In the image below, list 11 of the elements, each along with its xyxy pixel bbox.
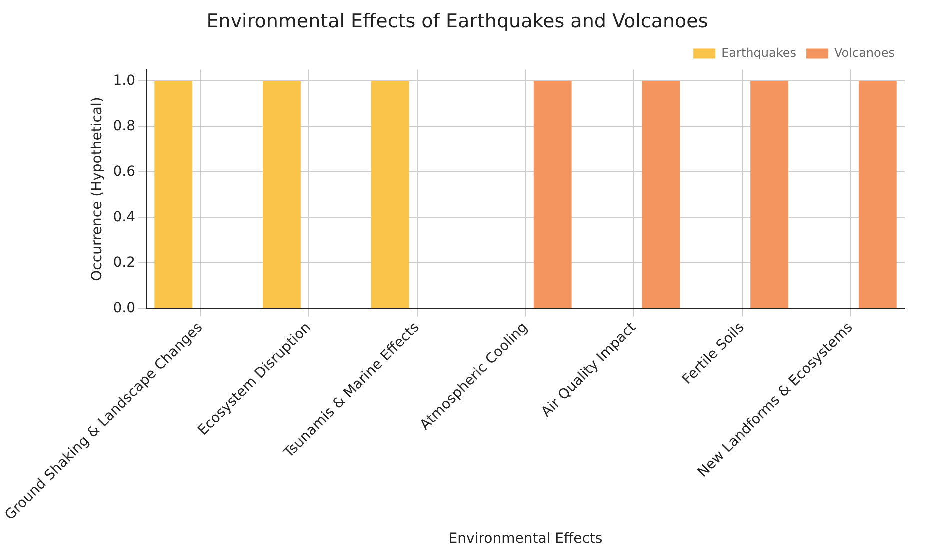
- y-tick-label: 0.0: [113, 300, 136, 316]
- y-tick-label: 0.2: [113, 254, 136, 271]
- y-tick-label: 0.4: [113, 209, 136, 226]
- y-tick-label: 0.8: [113, 118, 136, 134]
- legend-label: Earthquakes: [722, 46, 797, 60]
- x-axis-title: Environmental Effects: [448, 531, 603, 548]
- y-axis-title: Occurrence (Hypothetical): [90, 97, 106, 282]
- y-tick-label: 1.0: [113, 72, 136, 89]
- y-tick-label: 0.6: [113, 164, 136, 180]
- chart-title: Environmental Effects of Earthquakes and Volcanoes: [206, 10, 708, 32]
- legend-label: Volcanoes: [834, 46, 896, 60]
